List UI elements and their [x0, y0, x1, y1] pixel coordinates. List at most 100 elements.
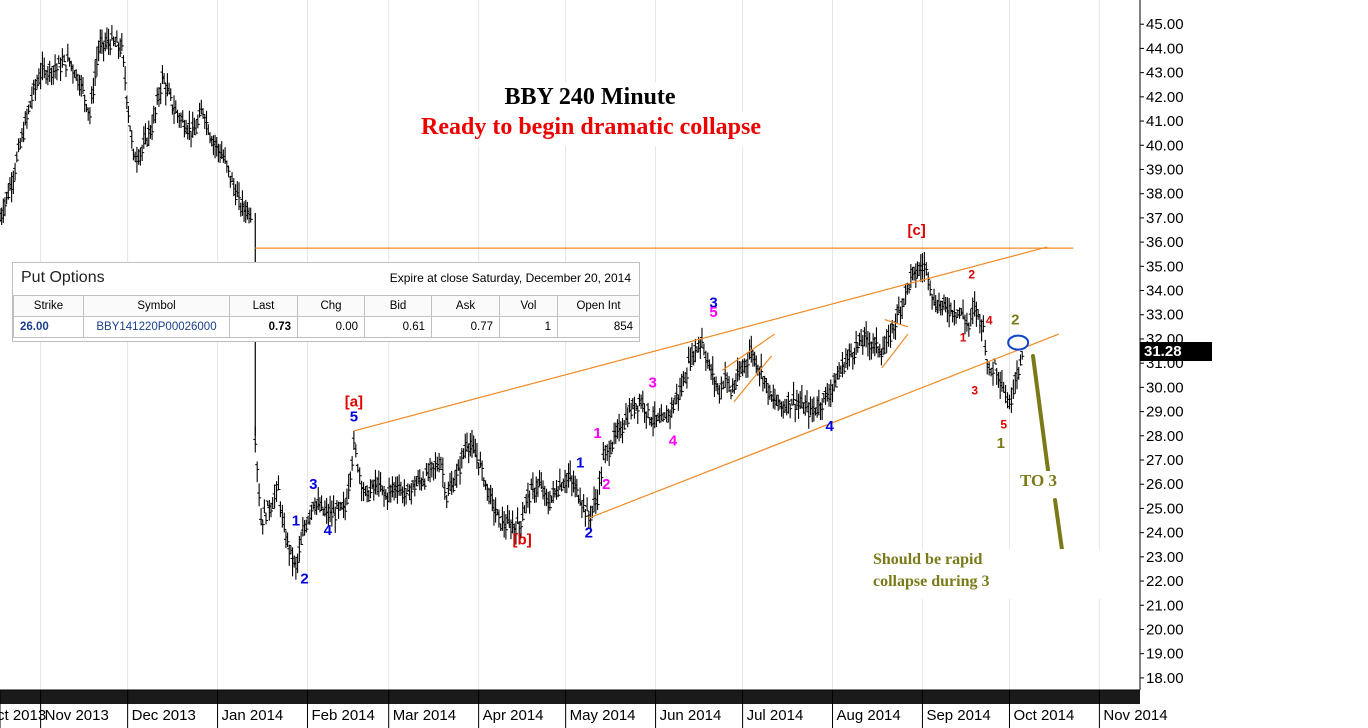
- options-header-row: Strike Symbol Last Chg Bid Ask Vol Open …: [13, 295, 640, 317]
- col-header: Vol: [499, 295, 558, 317]
- last-cell: 0.73: [229, 316, 298, 338]
- y-tick-label: 28.00: [1146, 428, 1184, 445]
- y-tick-label: 26.00: [1146, 476, 1184, 493]
- wave-label: 3: [709, 294, 717, 311]
- col-header: Last: [229, 295, 298, 317]
- y-tick-label: 38.00: [1146, 186, 1184, 203]
- y-tick-label: 37.00: [1146, 210, 1184, 227]
- note-line: collapse during 3: [873, 573, 990, 590]
- x-tick-label: Feb 2014: [311, 707, 374, 724]
- channel-upper: [353, 246, 1048, 432]
- wave-label: 1: [960, 330, 967, 344]
- x-tick-label: May 2014: [570, 707, 636, 724]
- y-tick-label: 36.00: [1146, 234, 1184, 251]
- x-tick-label: Dec 2013: [132, 707, 196, 724]
- wave-label: 4: [986, 313, 993, 327]
- strike-cell: 26.00: [13, 316, 84, 338]
- x-tick-label: Jan 2014: [222, 707, 284, 724]
- x-tick-label: Oct 2014: [1013, 707, 1074, 724]
- chg-cell: 0.00: [297, 316, 365, 338]
- wave-label: 2: [1011, 311, 1019, 328]
- x-tick-label: Apr 2014: [483, 707, 544, 724]
- wave-label: 2: [968, 267, 975, 281]
- col-header: Symbol: [83, 295, 230, 317]
- wave-label: 2: [602, 476, 610, 493]
- y-tick-label: 35.00: [1146, 258, 1184, 275]
- y-tick-label: 20.00: [1146, 621, 1184, 638]
- y-tick-label: 25.00: [1146, 500, 1184, 517]
- y-tick-label: 43.00: [1146, 65, 1184, 82]
- x-tick-label: Jun 2014: [660, 707, 722, 724]
- x-tick-label: Sep 2014: [926, 707, 990, 724]
- y-tick-label: 19.00: [1146, 646, 1184, 663]
- x-tick-label: Jul 2014: [747, 707, 804, 724]
- highlight-circle: [1007, 334, 1030, 351]
- y-tick-label: 27.00: [1146, 452, 1184, 469]
- wave-label: 5: [350, 408, 358, 425]
- chart-title: BBY 240 Minute: [487, 82, 693, 112]
- flag-lower: [733, 355, 773, 403]
- y-tick-label: 40.00: [1146, 137, 1184, 154]
- y-tick-label: 42.00: [1146, 89, 1184, 106]
- wave-labels: [a] [b] [c] 5 1 2 3 4 1 2 3 4 1 2 3 4 5 1 2 3 4 5 2 1: [292, 222, 1020, 588]
- wave-label: 2: [300, 570, 308, 587]
- col-header: Chg: [297, 295, 365, 317]
- col-header: Strike: [13, 295, 84, 317]
- target-label: TO 3: [1016, 471, 1062, 491]
- wave-label: 1: [593, 425, 601, 442]
- channel-lower: [588, 333, 1059, 519]
- open-int-cell: 854: [557, 316, 640, 338]
- y-tick-label: 30.00: [1146, 379, 1184, 396]
- y-tick-label: 22.00: [1146, 573, 1184, 590]
- wedge-upper: [884, 319, 909, 328]
- col-header: Open Int: [557, 295, 640, 317]
- col-header: Bid: [364, 295, 432, 317]
- symbol-cell[interactable]: BBY141220P00026000: [83, 316, 230, 338]
- y-tick-label: 34.00: [1146, 283, 1184, 300]
- last-price-tag: 31.28: [1140, 342, 1212, 361]
- wave-label: 1: [997, 435, 1005, 452]
- options-expire-text: Expire at close Saturday, December 20, 2…: [389, 271, 631, 285]
- x-tick-label: Nov 2014: [1103, 707, 1167, 724]
- x-tick-label: Nov 2013: [45, 707, 109, 724]
- y-tick-label: 39.00: [1146, 161, 1184, 178]
- wave-label: 5: [709, 304, 717, 321]
- y-tick-label: 45.00: [1146, 16, 1184, 33]
- flag-upper: [721, 333, 775, 371]
- wave-label: [b]: [513, 532, 532, 549]
- y-tick-label: 41.00: [1146, 113, 1184, 130]
- put-options-panel: Put Options Expire at close Saturday, De…: [12, 262, 640, 342]
- x-axis-strip: [0, 690, 1140, 704]
- bid-cell: 0.61: [364, 316, 432, 338]
- y-tick-label: 21.00: [1146, 597, 1184, 614]
- wave-label: 1: [576, 454, 584, 471]
- options-table: Strike Symbol Last Chg Bid Ask Vol Open …: [13, 295, 640, 338]
- wave-label: [c]: [907, 222, 925, 239]
- options-data-row: 26.00 BBY141220P00026000 0.73 0.00 0.61 …: [13, 316, 640, 338]
- vol-cell: 1: [499, 316, 558, 338]
- ohlc-bars: [0, 25, 1025, 580]
- x-tick-label: Mar 2014: [393, 707, 456, 724]
- wave-label: 4: [669, 432, 678, 449]
- forecast-note: Should be rapid collapse during 3: [866, 549, 1108, 599]
- wave-label: 1: [292, 512, 300, 529]
- note-line: Should be rapid: [873, 551, 983, 568]
- y-tick-label: 44.00: [1146, 40, 1184, 57]
- y-tick-label: 33.00: [1146, 307, 1184, 324]
- wave-label: 4: [324, 522, 333, 539]
- options-panel-title: Put Options: [21, 269, 105, 286]
- wedge-lower: [881, 333, 909, 369]
- x-tick-label: ct 2013: [0, 707, 46, 724]
- chart-subtitle: Ready to begin dramatic collapse: [390, 112, 792, 146]
- col-header: Ask: [431, 295, 500, 317]
- forecast-arrow: [1031, 354, 1078, 583]
- wave-label: 5: [1000, 418, 1007, 432]
- wave-label: 3: [648, 374, 656, 391]
- wave-label: 3: [971, 384, 978, 398]
- wave-label: [a]: [345, 394, 363, 411]
- y-tick-label: 29.00: [1146, 404, 1184, 421]
- y-tick-label: 18.00: [1146, 670, 1184, 687]
- y-tick-label: 23.00: [1146, 549, 1184, 566]
- wave-label: 3: [309, 476, 317, 493]
